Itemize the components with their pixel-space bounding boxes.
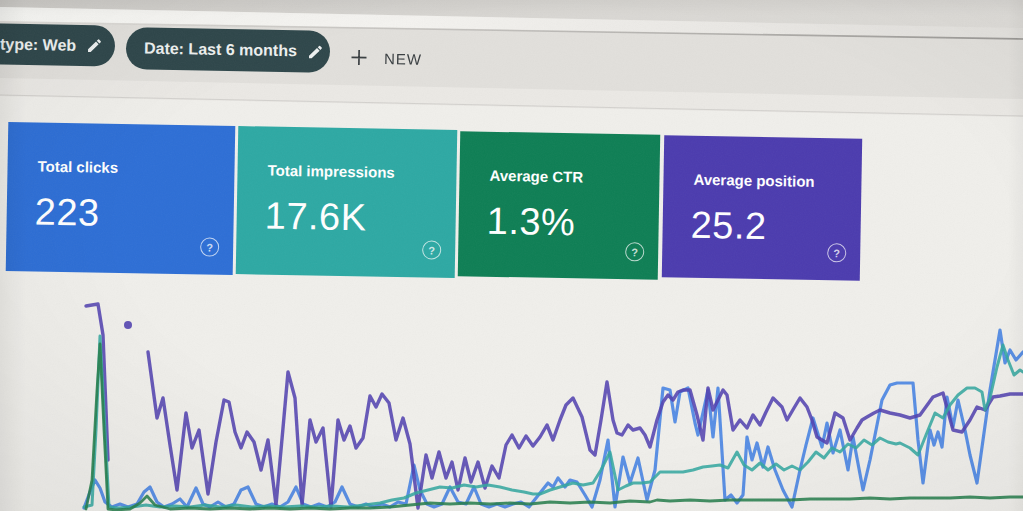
search-console-screenshot: type: Web Date: Last 6 months NEW Total … bbox=[0, 0, 1023, 511]
performance-line-chart[interactable] bbox=[0, 0, 1023, 511]
